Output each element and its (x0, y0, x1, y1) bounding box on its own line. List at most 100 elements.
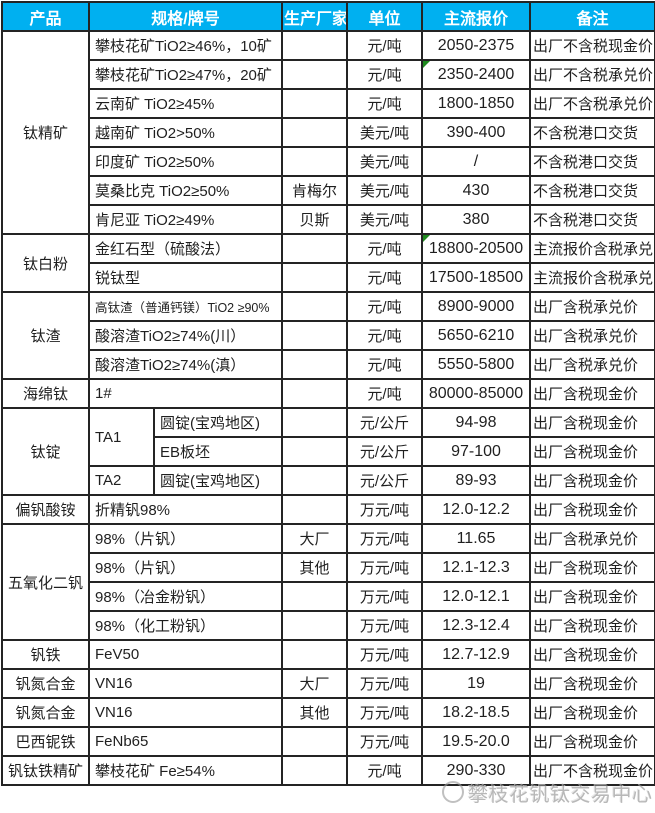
price-cell: 18800-20500 (421, 233, 532, 264)
price-cell: 89-93 (421, 465, 532, 496)
spec-cell: 攀枝花矿 Fe≥54% (87, 755, 284, 786)
note-cell: 不含税港口交货 (529, 204, 655, 235)
header-product: 产品 (1, 1, 90, 32)
unit-cell: 元/公斤 (346, 407, 424, 438)
maker-cell (281, 233, 349, 264)
unit-cell: 元/吨 (346, 59, 424, 90)
unit-cell: 美元/吨 (346, 146, 424, 177)
price-cell: 17500-18500 (421, 262, 532, 293)
spec-cell: 98%（冶金粉钒） (87, 581, 284, 612)
unit-cell: 万元/吨 (346, 697, 424, 728)
product-cell: 钒氮合金 (1, 668, 90, 699)
form-cell: 圆锭(宝鸡地区) (152, 407, 284, 438)
note-cell: 不含税港口交货 (529, 175, 655, 206)
unit-cell: 万元/吨 (346, 523, 424, 554)
spec-cell: 1# (87, 378, 284, 409)
table-row: 98%（冶金粉钒） 万元/吨 12.0-12.1 出厂含税现金价 (2, 581, 655, 612)
price-cell: / (421, 146, 532, 177)
price-cell: 12.0-12.2 (421, 494, 532, 525)
price-cell: 390-400 (421, 117, 532, 148)
price-table: 产品 规格/牌号 生产厂家 单位 主流报价 备注 钛精矿 攀枝花矿TiO2≥46… (1, 1, 655, 786)
price-cell: 80000-85000 (421, 378, 532, 409)
maker-cell: 贝斯 (281, 204, 349, 235)
product-cell: 钒钛铁精矿 (1, 755, 90, 786)
maker-cell (281, 581, 349, 612)
header-row: 产品 规格/牌号 生产厂家 单位 主流报价 备注 (1, 1, 655, 32)
table-row: 酸溶渣TiO2≥74%(滇） 元/吨 5550-5800 出厂含税承兑价 (2, 349, 655, 380)
unit-cell: 万元/吨 (346, 581, 424, 612)
unit-cell: 元/吨 (346, 30, 424, 61)
grade-cell: TA1 (88, 407, 155, 467)
note-cell: 出厂含税现金价 (529, 465, 655, 496)
unit-cell: 万元/吨 (346, 552, 424, 583)
price-cell: 19 (421, 668, 532, 699)
table-row: 印度矿 TiO2≥50% 美元/吨 / 不含税港口交货 (2, 146, 655, 177)
table-row: TA2 圆锭(宝鸡地区) 元/公斤 89-93 出厂含税现金价 (2, 465, 655, 496)
maker-cell (281, 494, 349, 525)
maker-cell (281, 30, 349, 61)
product-cell: 偏钒酸铵 (1, 494, 90, 525)
maker-cell (281, 59, 349, 90)
product-cell: 钒氮合金 (1, 697, 90, 728)
price-cell: 19.5-20.0 (421, 726, 532, 757)
note-cell: 出厂含税现金价 (529, 436, 655, 467)
maker-cell (281, 262, 349, 293)
form-cell: 圆锭(宝鸡地区) (152, 465, 284, 496)
price-value: 18800-20500 (428, 239, 524, 257)
spec-cell: FeNb65 (87, 726, 284, 757)
unit-cell: 元/吨 (346, 755, 424, 786)
price-cell: 12.7-12.9 (421, 639, 532, 670)
price-cell: 18.2-18.5 (421, 697, 532, 728)
maker-cell (281, 378, 349, 409)
note-cell: 主流报价含税承兑 (529, 262, 655, 293)
maker-cell: 其他 (281, 697, 349, 728)
spec-cell: 锐钛型 (87, 262, 284, 293)
price-cell: 430 (421, 175, 532, 206)
table-row: 偏钒酸铵 折精钒98% 万元/吨 12.0-12.2 出厂含税现金价 (1, 494, 655, 525)
unit-cell: 万元/吨 (346, 726, 424, 757)
table-row: 巴西铌铁 FeNb65 万元/吨 19.5-20.0 出厂含税现金价 (1, 726, 655, 757)
table-row: 98%（化工粉钒） 万元/吨 12.3-12.4 出厂含税现金价 (2, 610, 655, 641)
note-cell: 出厂含税承兑价 (529, 291, 655, 322)
table-row: 钒氮合金 VN16 大厂 万元/吨 19 出厂含税现金价 (1, 668, 655, 699)
table-row: 攀枝花矿TiO2≥47%，20矿 元/吨 2350-2400 出厂不含税承兑价 (2, 59, 655, 90)
price-cell: 1800-1850 (421, 88, 532, 119)
note-cell: 出厂不含税现金价 (529, 755, 655, 786)
table-row: 钛精矿 攀枝花矿TiO2≥46%，10矿 元/吨 2050-2375 出厂不含税… (1, 30, 655, 235)
spec-cell: 金红石型（硫酸法） (87, 233, 284, 264)
note-cell: 出厂含税现金价 (529, 407, 655, 438)
note-cell: 出厂不含税现金价 (529, 30, 655, 61)
price-value: 2350-2400 (437, 65, 515, 83)
price-cell: 97-100 (421, 436, 532, 467)
unit-cell: 美元/吨 (346, 175, 424, 206)
note-cell: 出厂含税现金价 (529, 668, 655, 699)
spec-cell: FeV50 (87, 639, 284, 670)
maker-cell (281, 436, 349, 467)
product-cell: 海绵钛 (1, 378, 90, 409)
table-row: 莫桑比克 TiO2≥50% 肯梅尔 美元/吨 430 不含税港口交货 (2, 175, 655, 206)
spec-cell: 98%（片钒） (87, 552, 284, 583)
spec-cell: VN16 (87, 668, 284, 699)
maker-cell: 肯梅尔 (281, 175, 349, 206)
note-cell: 出厂含税现金价 (529, 697, 655, 728)
maker-cell (281, 88, 349, 119)
note-cell: 出厂含税现金价 (529, 581, 655, 612)
maker-cell (281, 320, 349, 351)
table-row: 海绵钛 1# 元/吨 80000-85000 出厂含税现金价 (1, 378, 655, 409)
table-row: 锐钛型 元/吨 17500-18500 主流报价含税承兑 (2, 262, 655, 293)
table-row: 钒氮合金 VN16 其他 万元/吨 18.2-18.5 出厂含税现金价 (1, 697, 655, 728)
excel-error-flag-icon (424, 62, 431, 68)
maker-cell: 其他 (281, 552, 349, 583)
price-cell: 380 (421, 204, 532, 235)
price-cell: 12.0-12.1 (421, 581, 532, 612)
table-row: 云南矿 TiO2≥45% 元/吨 1800-1850 出厂不含税承兑价 (2, 88, 655, 119)
unit-cell: 万元/吨 (346, 668, 424, 699)
note-cell: 出厂含税承兑价 (529, 320, 655, 351)
table-row: 越南矿 TiO2>50% 美元/吨 390-400 不含税港口交货 (2, 117, 655, 148)
header-price: 主流报价 (421, 1, 532, 32)
unit-cell: 元/吨 (346, 320, 424, 351)
maker-cell (281, 639, 349, 670)
maker-cell (281, 117, 349, 148)
spec-cell: 98%（片钒） (87, 523, 284, 554)
